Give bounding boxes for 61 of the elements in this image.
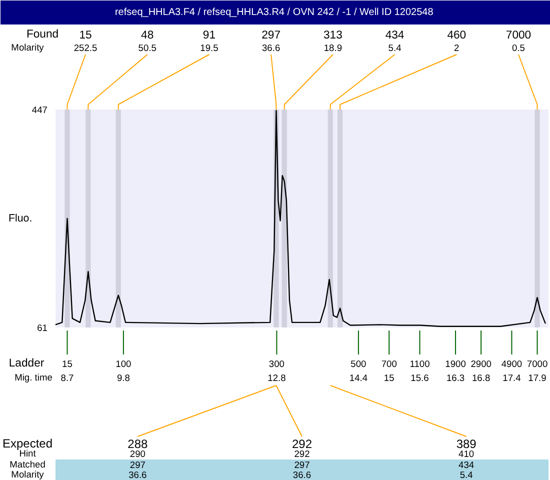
text: 36.6 (128, 470, 147, 480)
text: 18.9 (324, 43, 342, 53)
x-tick-label: 15 (384, 373, 394, 383)
text: 1100 (410, 359, 430, 369)
text: 410 (458, 449, 474, 459)
text: Molarity (11, 42, 44, 52)
text: 5.4 (460, 470, 473, 480)
text: 292 (294, 449, 310, 459)
annotation: 91 (202, 30, 216, 42)
text: 252.5 (74, 43, 98, 53)
text: 0.5 (512, 43, 525, 53)
text: Hint (19, 448, 36, 458)
y-tick-label: 61 (37, 323, 48, 333)
text: 434 (458, 460, 474, 470)
annotation: 288 (128, 437, 148, 451)
x-tick-label: 15.6 (410, 373, 429, 383)
x-tick-label: 17.4 (502, 373, 521, 383)
text: 1900 (445, 359, 466, 369)
annotation: 292 (292, 437, 312, 451)
text: Matched (10, 460, 46, 470)
text: 2 (454, 43, 460, 53)
annotation: 48 (141, 30, 154, 42)
annotation: 297 (262, 30, 281, 42)
text: Ladder (8, 358, 44, 370)
x-tick-label: 16.8 (472, 373, 490, 383)
text: Expected (2, 436, 53, 450)
text: 50.5 (138, 43, 156, 53)
line-series (54, 110, 546, 327)
text: 2900 (470, 359, 492, 369)
text: 100 (116, 359, 132, 369)
x-tick-label: 16.3 (446, 373, 465, 383)
text: 297 (294, 460, 310, 470)
text: 297 (130, 460, 146, 470)
x-tick-label: 17.9 (528, 373, 546, 383)
y-axis-title: Fluo. (8, 212, 32, 224)
text: 500 (350, 359, 366, 369)
x-tick-label: 9.8 (116, 373, 130, 383)
text: 300 (268, 359, 285, 369)
annotation: 389 (456, 437, 477, 451)
text: 36.6 (262, 43, 280, 53)
text: 700 (381, 359, 397, 369)
text: 5.4 (388, 43, 402, 53)
x-axis-title: Mig. time (14, 372, 52, 382)
text: 7000 (506, 30, 532, 42)
text: Molarity (11, 470, 44, 480)
text: 36.6 (292, 470, 312, 480)
text: 19.5 (200, 43, 218, 53)
annotation: 7000 (526, 359, 548, 369)
annotation: 460 (447, 30, 466, 42)
x-tick-label: 14.4 (349, 373, 368, 383)
text: Found (26, 28, 59, 40)
annotation: 15 (62, 359, 72, 369)
annotation: 313 (323, 30, 342, 42)
chart-title: refseq_HHLA3.F4 / refseq_HHLA3.R4 / OVN 242 / -1 / Well ID 1202548 (114, 7, 434, 18)
text: 4900 (501, 359, 522, 369)
y-tick-label: 447 (32, 105, 48, 115)
text: 15 (79, 30, 92, 42)
x-tick-label: 8.7 (60, 373, 74, 383)
annotation: 434 (385, 30, 404, 42)
x-tick-label: 12.8 (268, 373, 286, 383)
text: 290 (130, 449, 146, 459)
